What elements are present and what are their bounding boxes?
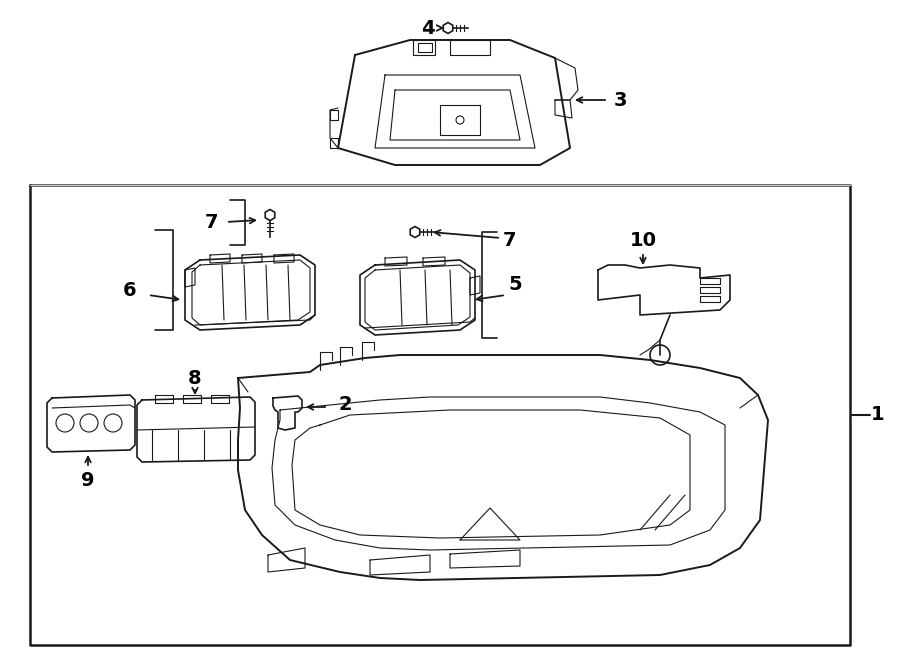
Text: 4: 4 [421, 19, 435, 38]
Text: 9: 9 [81, 471, 94, 489]
Text: 5: 5 [508, 275, 522, 295]
Text: 3: 3 [613, 91, 626, 109]
Text: 10: 10 [629, 230, 656, 250]
Text: 6: 6 [123, 281, 137, 299]
Text: 7: 7 [205, 213, 219, 232]
Text: 7: 7 [503, 230, 517, 250]
Text: 2: 2 [338, 395, 352, 414]
Text: 1: 1 [871, 406, 885, 424]
Text: 8: 8 [188, 369, 202, 387]
